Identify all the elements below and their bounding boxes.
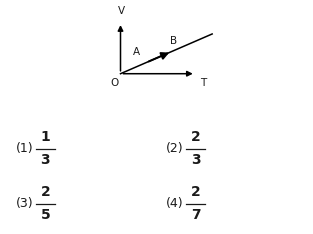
Text: 7: 7 bbox=[191, 208, 200, 222]
Text: A: A bbox=[133, 48, 140, 57]
Text: (2): (2) bbox=[166, 142, 183, 155]
Text: V: V bbox=[118, 6, 125, 16]
Text: 2: 2 bbox=[40, 185, 50, 199]
Text: (4): (4) bbox=[166, 197, 183, 210]
Text: T: T bbox=[200, 78, 207, 88]
Text: B: B bbox=[170, 36, 177, 46]
Text: 3: 3 bbox=[41, 153, 50, 167]
Text: O: O bbox=[111, 78, 119, 88]
Text: 5: 5 bbox=[40, 208, 50, 222]
Text: 2: 2 bbox=[191, 185, 201, 199]
Text: (1): (1) bbox=[16, 142, 33, 155]
Text: (3): (3) bbox=[16, 197, 33, 210]
Text: 1: 1 bbox=[40, 130, 50, 144]
Text: 2: 2 bbox=[191, 130, 201, 144]
Text: 3: 3 bbox=[191, 153, 200, 167]
